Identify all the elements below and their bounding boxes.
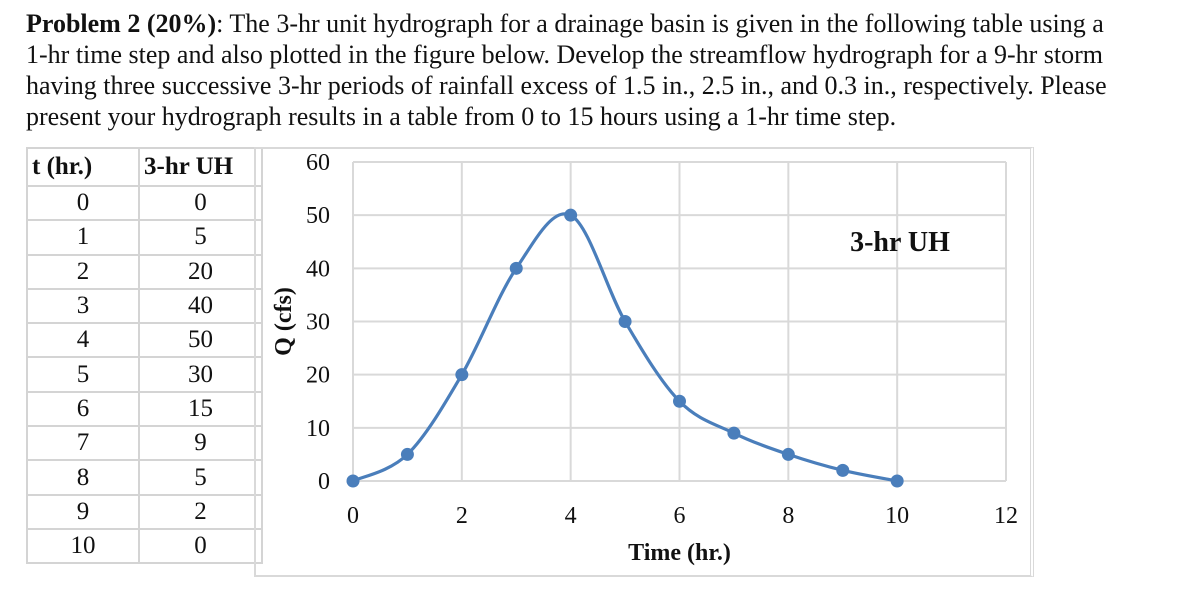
cell-uh: 5 [138, 459, 263, 496]
series-line [352, 212, 898, 483]
problem-line-2: 1-hr time step and also plotted in the f… [26, 40, 1104, 69]
x-tick-label: 6 [674, 503, 686, 529]
legend-label: 3-hr UH [850, 227, 950, 258]
x-tick-label: 0 [347, 503, 359, 529]
data-point-marker [400, 447, 414, 461]
y-tick-label: 50 [306, 203, 330, 229]
table-row: 6 15 [26, 390, 263, 428]
x-tick-label: 12 [994, 503, 1018, 529]
table-row: 3 40 [26, 287, 263, 325]
data-point-marker [455, 368, 469, 382]
cell-uh: 0 [138, 527, 263, 565]
chart-frame [254, 147, 1034, 577]
data-point-marker [727, 426, 741, 440]
cell-time: 4 [26, 322, 140, 359]
table-row: 10 0 [26, 527, 263, 565]
data-point-marker [781, 447, 795, 461]
cell-time: 8 [26, 459, 140, 496]
cell-time: 7 [26, 425, 140, 462]
y-tick-label: 10 [306, 416, 330, 442]
cell-uh: 20 [138, 253, 263, 290]
x-tick-label: 8 [782, 503, 794, 529]
data-point-marker [509, 261, 523, 275]
cell-uh: 40 [138, 287, 263, 325]
data-point-marker [618, 315, 632, 328]
x-tick-label: 4 [565, 503, 577, 529]
problem-line-4: present your hydrograph results in a tab… [26, 102, 897, 131]
cell-time: 5 [26, 356, 140, 393]
y-tick-label: 40 [306, 256, 330, 282]
cell-time: 1 [26, 219, 140, 256]
cell-uh: 15 [138, 390, 263, 428]
y-tick-label: 20 [306, 363, 330, 389]
x-axis-title: Time (hr.) [628, 540, 731, 566]
table-body: 0 0 1 5 2 20 3 40 4 50 5 30 6 15 7 9 8 5 9 2 10 0 [26, 184, 263, 565]
y-tick-label: 30 [306, 310, 330, 336]
cell-uh: 2 [138, 493, 263, 530]
data-point-marker [890, 474, 904, 488]
y-tick-label: 0 [318, 469, 330, 495]
table-row: 2 20 [26, 253, 263, 290]
cell-time: 9 [26, 493, 140, 530]
unit-hydrograph-table: t (hr.) 3-hr UH 0 0 1 5 2 20 3 40 4 50 5 30 6 15 7 9 8 5 9… [26, 147, 263, 565]
header-time: t (hr.) [26, 147, 140, 187]
x-tick-label: 2 [456, 503, 468, 529]
cell-time: 10 [26, 527, 140, 565]
table-row: 5 30 [26, 356, 263, 393]
x-tick-label: 10 [885, 503, 909, 529]
table-row: 4 50 [26, 322, 263, 359]
cell-uh: 30 [138, 356, 263, 393]
cell-uh: 9 [138, 425, 263, 462]
table-header-row: t (hr.) 3-hr UH [26, 147, 263, 187]
cell-uh: 50 [138, 322, 263, 359]
cell-time: 2 [26, 253, 140, 290]
cell-uh: 5 [138, 219, 263, 256]
problem-line-3: having three successive 3-hr periods of … [26, 71, 1107, 100]
y-tick-label: 60 [306, 150, 330, 176]
cell-uh: 0 [138, 184, 263, 222]
data-point-marker [564, 208, 578, 222]
header-uh: 3-hr UH [138, 147, 263, 187]
problem-line-1: Problem 2 (20%): The 3-hr unit hydrograp… [26, 9, 1104, 38]
data-point-marker [673, 394, 686, 408]
data-point-marker [346, 474, 360, 488]
problem-statement: Problem 2 (20%): The 3-hr unit hydrograp… [26, 8, 1186, 132]
cell-time: 3 [26, 287, 140, 325]
cell-time: 0 [26, 184, 140, 222]
y-axis-title: Q (cfs) [271, 287, 297, 356]
cell-time: 6 [26, 390, 140, 428]
data-point-marker [836, 463, 850, 477]
problem-label: Problem 2 (20%) [26, 9, 217, 38]
